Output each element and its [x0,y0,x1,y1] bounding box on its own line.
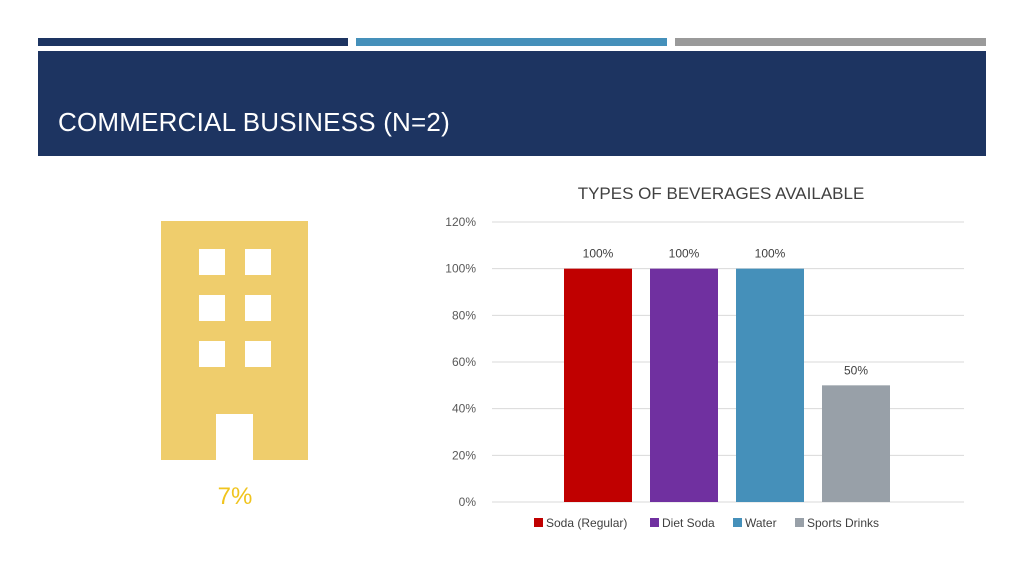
bar-soda-regular [564,268,632,502]
bar-diet-soda [650,268,718,502]
chart-title: TYPES OF BEVERAGES AVAILABLE [578,184,865,203]
legend-swatch [795,518,804,527]
data-label: 100% [669,247,700,261]
y-tick-label: 40% [452,402,476,416]
page-title: COMMERCIAL BUSINESS (N=2) [58,107,450,137]
legend-swatch [733,518,742,527]
top-accent-bar-navy [38,38,348,46]
y-tick-label: 20% [452,448,476,462]
top-accent-bar-gray [675,38,986,46]
data-label: 100% [755,247,786,261]
legend-swatch [534,518,543,527]
data-label: 50% [844,363,868,377]
building-icon [161,221,308,460]
data-label: 100% [583,247,614,261]
bar-sports-drinks [822,385,890,502]
legend-label: Soda (Regular) [546,516,627,530]
legend-label: Diet Soda [662,516,715,530]
top-accent-bar-blue [356,38,667,46]
legend-swatch [650,518,659,527]
bar-water [736,268,804,502]
title-banner: COMMERCIAL BUSINESS (N=2) [38,51,986,156]
building-percent: 7% [217,483,253,510]
legend-label: Sports Drinks [807,516,879,530]
legend-label: Water [745,516,777,530]
y-tick-label: 60% [452,355,476,369]
y-tick-label: 0% [459,495,477,509]
beverages-chart: TYPES OF BEVERAGES AVAILABLE 0% 20% 40% 60% 8… [445,184,964,530]
y-tick-label: 80% [452,308,476,322]
y-tick-label: 120% [445,215,476,229]
y-tick-label: 100% [445,262,476,276]
